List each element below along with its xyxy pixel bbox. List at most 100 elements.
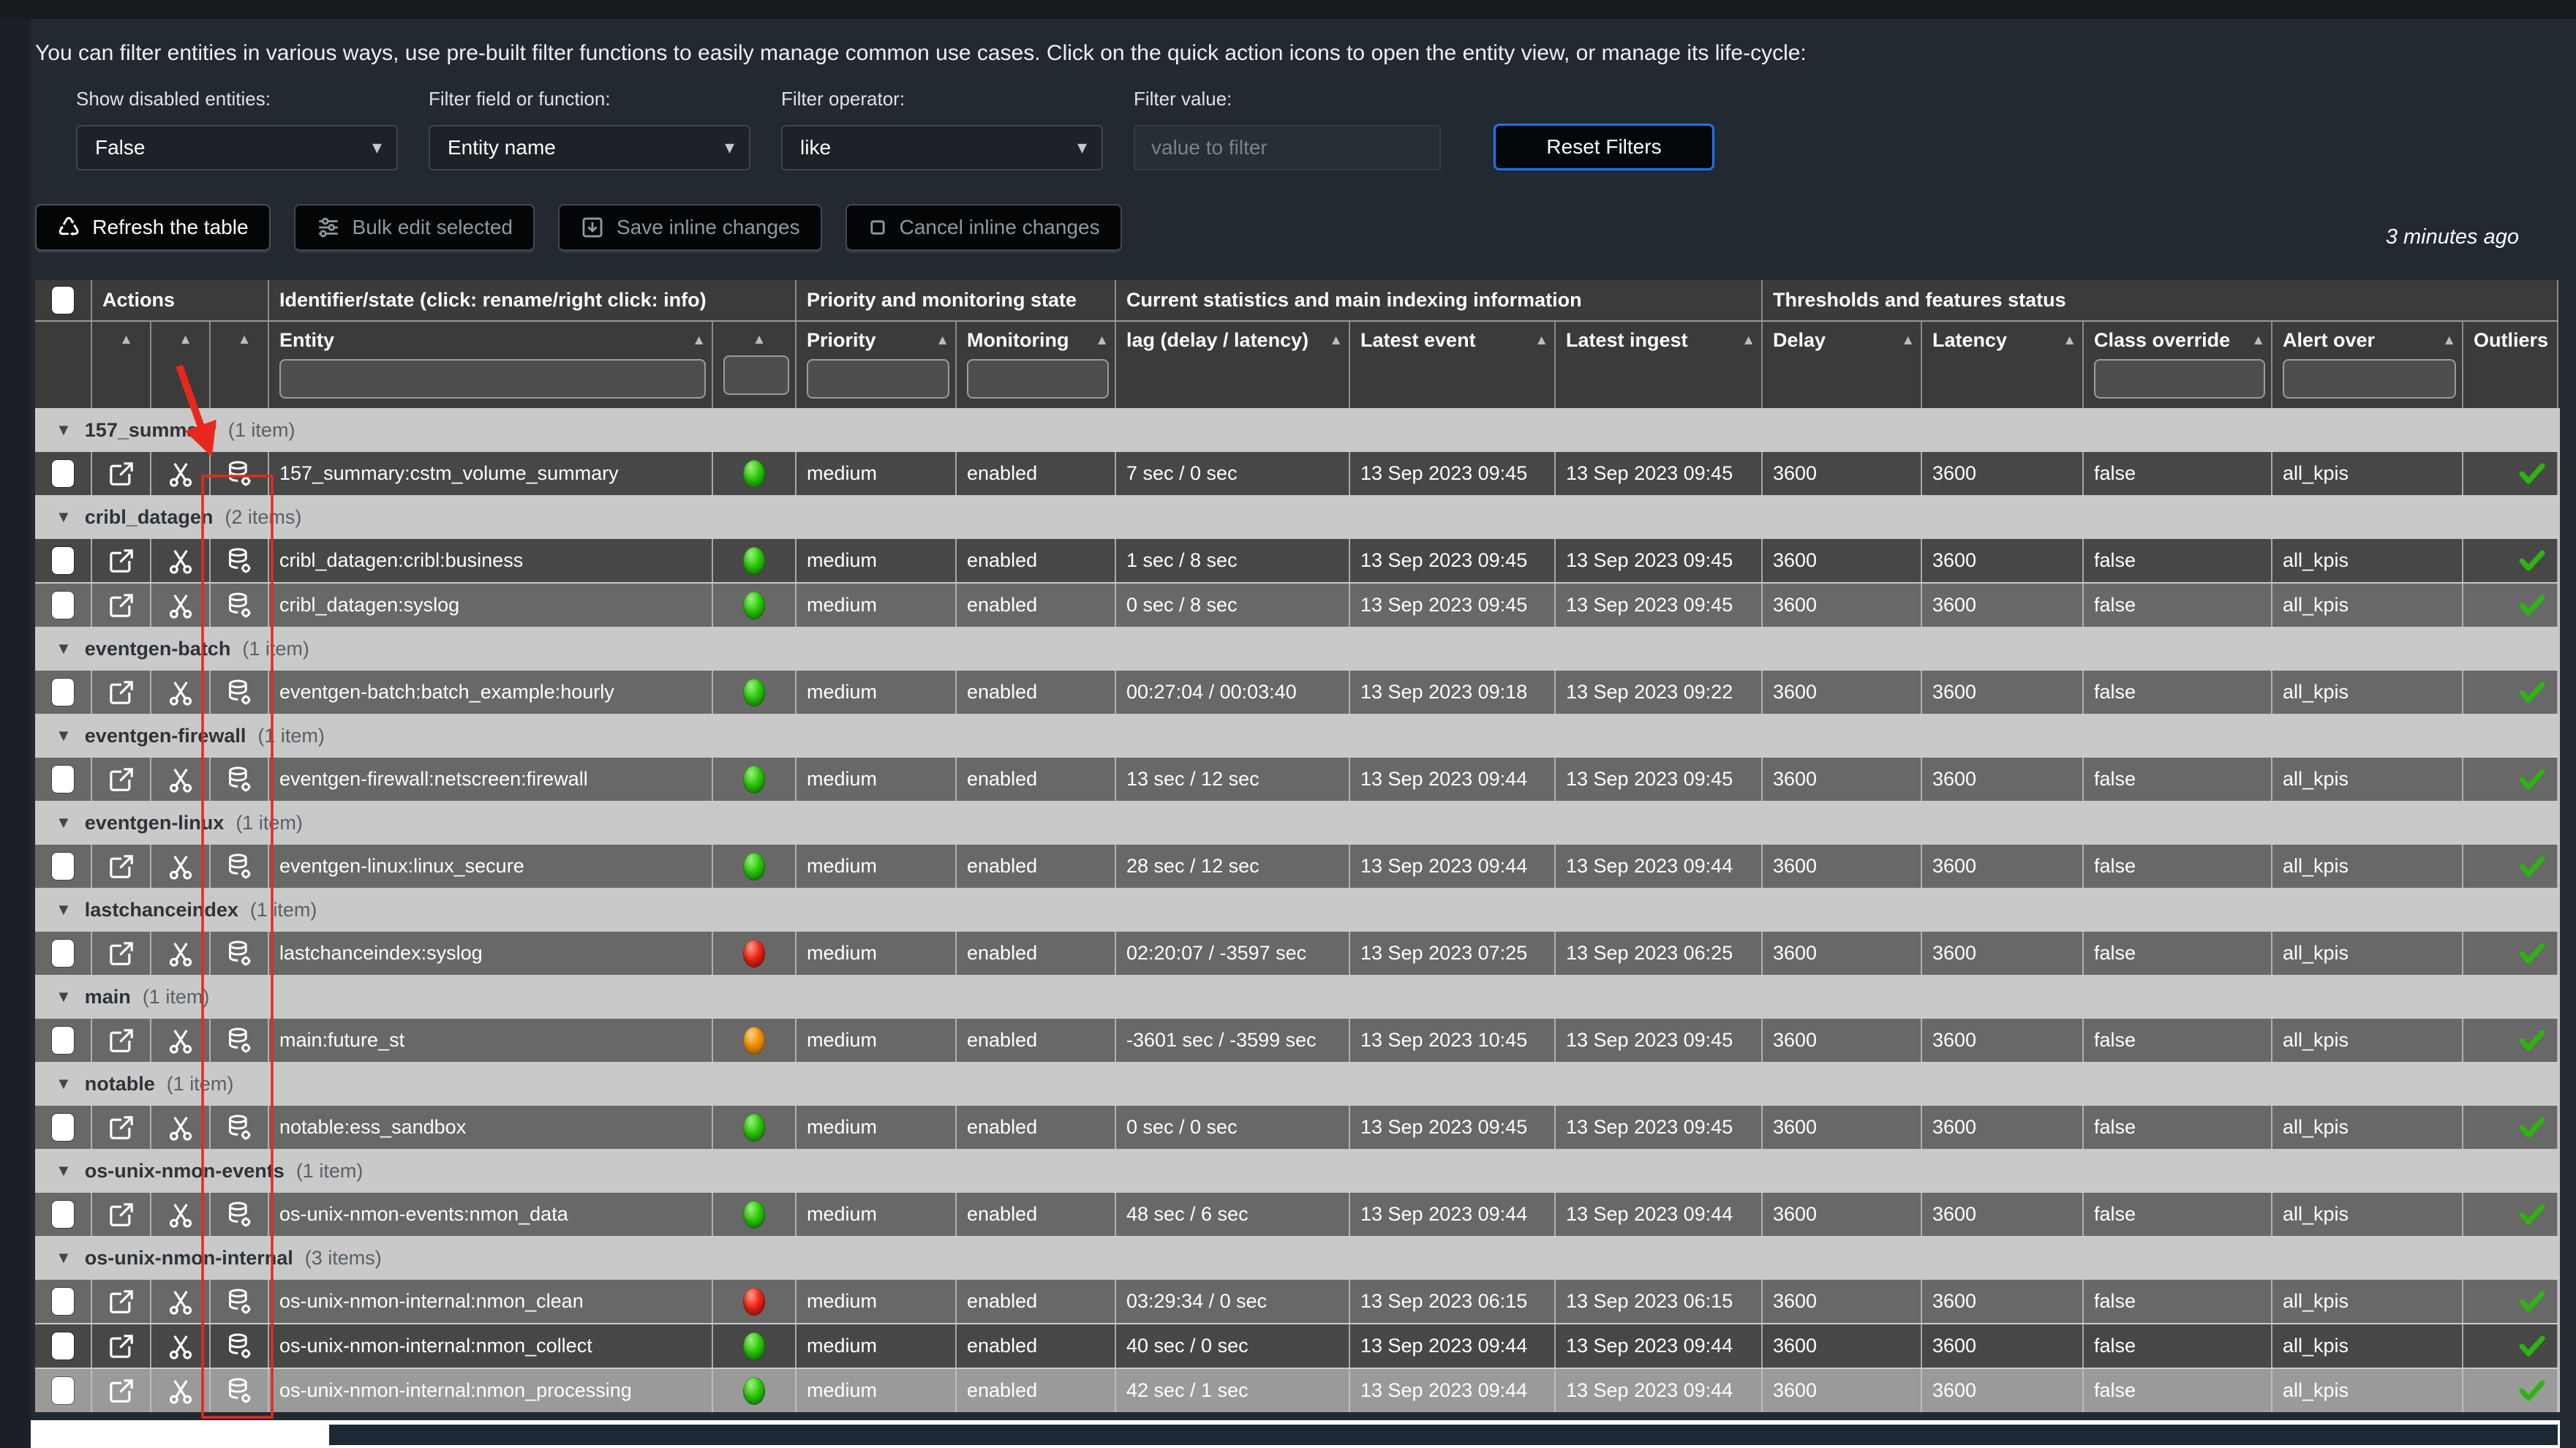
action-manage-cell[interactable] [151, 1324, 211, 1368]
row-checkbox[interactable] [52, 1332, 74, 1360]
row-checkbox[interactable] [52, 1377, 74, 1404]
action-open-cell[interactable] [92, 671, 151, 714]
collapse-triangle-icon[interactable]: ▼ [56, 1248, 72, 1267]
column-filter-input-entity[interactable] [279, 359, 706, 399]
action-manage-cell[interactable] [151, 452, 211, 495]
column-filter-input-class_override[interactable] [2094, 359, 2265, 399]
row-checkbox[interactable] [52, 679, 74, 706]
filter-operator-select[interactable]: like ▾ [781, 125, 1103, 170]
entity-name-cell[interactable]: cribl_datagen:cribl:business [269, 539, 713, 582]
action-open-cell[interactable] [92, 758, 151, 801]
row-checkbox[interactable] [52, 592, 74, 619]
collapse-triangle-icon[interactable]: ▼ [56, 987, 72, 1006]
select-all-checkbox[interactable] [52, 287, 74, 314]
column-filter-input-alert_over[interactable] [2283, 359, 2456, 399]
action-data-cell[interactable] [211, 1019, 269, 1062]
action-manage-cell[interactable] [151, 932, 211, 975]
action-manage-cell[interactable] [151, 584, 211, 627]
scrollbar-thumb[interactable] [329, 1425, 2558, 1445]
entity-name-cell[interactable]: 157_summary:cstm_volume_summary [269, 452, 713, 495]
collapse-triangle-icon[interactable]: ▼ [56, 508, 72, 527]
action-manage-cell[interactable] [151, 1369, 211, 1412]
column-filter-input-monitoring[interactable] [967, 359, 1109, 399]
collapse-triangle-icon[interactable]: ▼ [56, 1161, 72, 1180]
entity-name-cell[interactable]: os-unix-nmon-internal:nmon_processing [269, 1369, 713, 1412]
action-data-cell[interactable] [211, 452, 269, 495]
row-checkbox[interactable] [52, 1114, 74, 1141]
sort-arrow-icon[interactable]: ▲ [2442, 333, 2456, 349]
action-open-cell[interactable] [92, 932, 151, 975]
row-checkbox[interactable] [52, 547, 74, 574]
sort-arrow-icon[interactable]: ▲ [119, 332, 133, 348]
action-manage-cell[interactable] [151, 1193, 211, 1236]
action-open-cell[interactable] [92, 845, 151, 888]
action-data-cell[interactable] [211, 1106, 269, 1149]
sort-arrow-icon[interactable]: ▲ [178, 332, 192, 348]
action-data-cell[interactable] [211, 932, 269, 975]
sort-arrow-icon[interactable]: ▲ [1329, 333, 1343, 349]
action-manage-cell[interactable] [151, 845, 211, 888]
entity-name-cell[interactable]: os-unix-nmon-internal:nmon_collect [269, 1324, 713, 1368]
group-row-os-unix-nmon-events[interactable]: ▼os-unix-nmon-events(1 item) [35, 1150, 2558, 1191]
entity-name-cell[interactable]: eventgen-batch:batch_example:hourly [269, 671, 713, 714]
row-checkbox[interactable] [52, 1201, 74, 1228]
action-data-cell[interactable] [211, 671, 269, 714]
action-manage-cell[interactable] [151, 1280, 211, 1323]
group-row-notable[interactable]: ▼notable(1 item) [35, 1063, 2558, 1104]
bulk-edit-button[interactable]: Bulk edit selected [294, 204, 535, 251]
action-manage-cell[interactable] [151, 1106, 211, 1149]
show-disabled-select[interactable]: False ▾ [76, 125, 398, 170]
collapse-triangle-icon[interactable]: ▼ [56, 813, 72, 832]
sort-arrow-icon[interactable]: ▲ [753, 332, 767, 348]
cancel-inline-button[interactable]: Cancel inline changes [846, 204, 1122, 251]
action-manage-cell[interactable] [151, 758, 211, 801]
group-row-os-unix-nmon-internal[interactable]: ▼os-unix-nmon-internal(3 items) [35, 1237, 2558, 1278]
sort-arrow-icon[interactable]: ▲ [238, 332, 252, 348]
collapse-triangle-icon[interactable]: ▼ [56, 900, 72, 919]
action-open-cell[interactable] [92, 1280, 151, 1323]
group-row-eventgen-batch[interactable]: ▼eventgen-batch(1 item) [35, 628, 2558, 669]
entity-name-cell[interactable]: eventgen-firewall:netscreen:firewall [269, 758, 713, 801]
entity-name-cell[interactable]: eventgen-linux:linux_secure [269, 845, 713, 888]
collapse-triangle-icon[interactable]: ▼ [56, 639, 72, 658]
sort-arrow-icon[interactable]: ▲ [692, 333, 706, 349]
action-data-cell[interactable] [211, 1324, 269, 1368]
entity-name-cell[interactable]: main:future_st [269, 1019, 713, 1062]
action-data-cell[interactable] [211, 845, 269, 888]
action-open-cell[interactable] [92, 584, 151, 627]
sort-arrow-icon[interactable]: ▲ [2063, 333, 2076, 349]
row-checkbox[interactable] [52, 940, 74, 967]
filter-field-select[interactable]: Entity name ▾ [429, 125, 750, 170]
action-open-cell[interactable] [92, 539, 151, 582]
row-checkbox[interactable] [52, 853, 74, 880]
reset-filters-button[interactable]: Reset Filters [1494, 124, 1714, 170]
sort-arrow-icon[interactable]: ▲ [1741, 333, 1755, 349]
action-manage-cell[interactable] [151, 1019, 211, 1062]
refresh-table-button[interactable]: ♺ Refresh the table [35, 204, 271, 251]
group-row-eventgen-firewall[interactable]: ▼eventgen-firewall(1 item) [35, 715, 2558, 756]
collapse-triangle-icon[interactable]: ▼ [56, 726, 72, 745]
horizontal-scrollbar[interactable] [31, 1420, 2560, 1448]
action-data-cell[interactable] [211, 758, 269, 801]
action-manage-cell[interactable] [151, 539, 211, 582]
row-checkbox[interactable] [52, 766, 74, 793]
entity-name-cell[interactable]: cribl_datagen:syslog [269, 584, 713, 627]
action-open-cell[interactable] [92, 1106, 151, 1149]
action-data-cell[interactable] [211, 1369, 269, 1412]
group-row-lastchanceindex[interactable]: ▼lastchanceindex(1 item) [35, 889, 2558, 930]
action-data-cell[interactable] [211, 1280, 269, 1323]
filter-value-input[interactable] [1134, 125, 1441, 170]
action-open-cell[interactable] [92, 452, 151, 495]
entity-name-cell[interactable]: lastchanceindex:syslog [269, 932, 713, 975]
action-data-cell[interactable] [211, 1193, 269, 1236]
action-open-cell[interactable] [92, 1193, 151, 1236]
collapse-triangle-icon[interactable]: ▼ [56, 421, 72, 440]
column-filter-input-priority[interactable] [807, 359, 949, 399]
entity-name-cell[interactable]: os-unix-nmon-events:nmon_data [269, 1193, 713, 1236]
sort-arrow-icon[interactable]: ▲ [1901, 333, 1915, 349]
action-open-cell[interactable] [92, 1324, 151, 1368]
entity-name-cell[interactable]: notable:ess_sandbox [269, 1106, 713, 1149]
action-open-cell[interactable] [92, 1019, 151, 1062]
group-row-eventgen-linux[interactable]: ▼eventgen-linux(1 item) [35, 802, 2558, 843]
row-checkbox[interactable] [52, 1288, 74, 1315]
